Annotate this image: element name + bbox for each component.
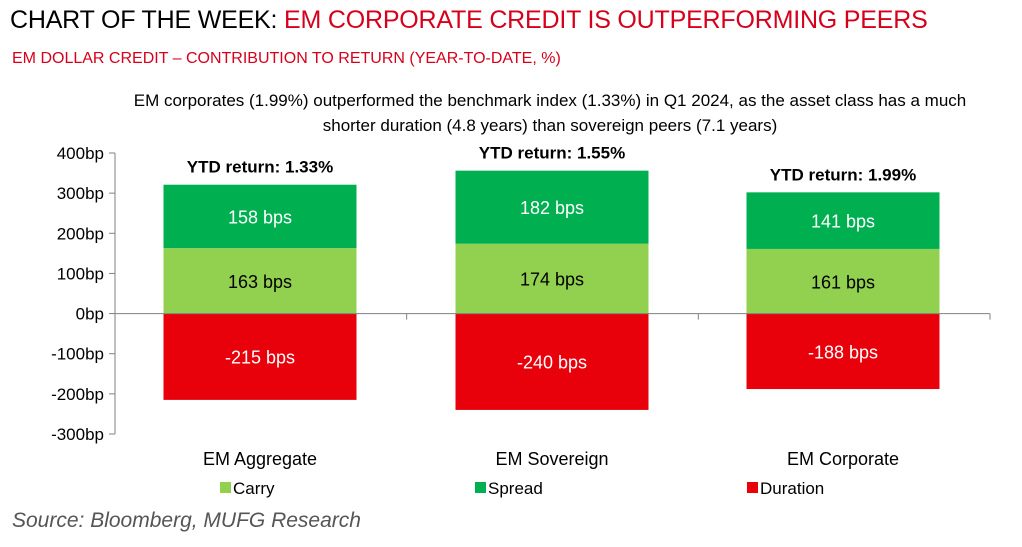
x-category-label: EM Sovereign [495,449,608,469]
ytd-return-label: YTD return: 1.99% [770,165,916,184]
duration-segment [163,313,357,400]
data-label: 174 bps [520,270,584,290]
chart-annotation: EM corporates (1.99%) outperformed the b… [133,91,967,135]
legend-label: Duration [760,479,824,498]
data-label: 141 bps [811,212,875,232]
data-label: 158 bps [228,207,292,227]
y-tick-label: 400bp [57,144,104,163]
y-tick-label: -300bp [51,425,104,444]
carry-segment [163,248,357,314]
data-label: 161 bps [811,272,875,292]
legend-swatch [220,482,231,493]
legend-swatch [475,482,486,493]
source-note: Source: Bloomberg, MUFG Research [12,509,361,532]
title-prefix: CHART OF THE WEEK: [10,6,285,34]
spread-segment [163,184,357,249]
data-label: -188 bps [808,342,878,362]
y-tick-label: 200bp [57,224,104,243]
chart-title: CHART OF THE WEEK: EM CORPORATE CREDIT I… [10,6,928,35]
data-label: 182 bps [520,198,584,218]
legend-swatch [747,482,758,493]
ytd-return-label: YTD return: 1.33% [187,158,333,177]
y-tick-label: 0bp [76,305,104,324]
duration-segment [746,313,940,390]
carry-segment [455,243,649,314]
data-label: -240 bps [517,353,587,373]
spread-segment [746,192,940,249]
ytd-return-label: YTD return: 1.55% [479,144,625,163]
y-tick-label: 300bp [57,184,104,203]
y-tick-label: -200bp [51,385,104,404]
legend-label: Spread [488,479,543,498]
chart-subtitle: EM DOLLAR CREDIT – CONTRIBUTION TO RETUR… [12,50,561,67]
carry-segment [746,248,940,314]
title-highlight: EM CORPORATE CREDIT IS OUTPERFORMING PEE… [284,6,928,34]
x-category-label: EM Corporate [787,449,899,469]
data-label: 163 bps [228,272,292,292]
legend-label: Carry [233,479,275,498]
duration-segment [455,313,649,410]
data-label: -215 bps [225,348,295,368]
y-tick-label: 100bp [57,264,104,283]
x-category-label: EM Aggregate [203,449,317,469]
y-tick-label: -100bp [51,345,104,364]
spread-segment [455,170,649,244]
